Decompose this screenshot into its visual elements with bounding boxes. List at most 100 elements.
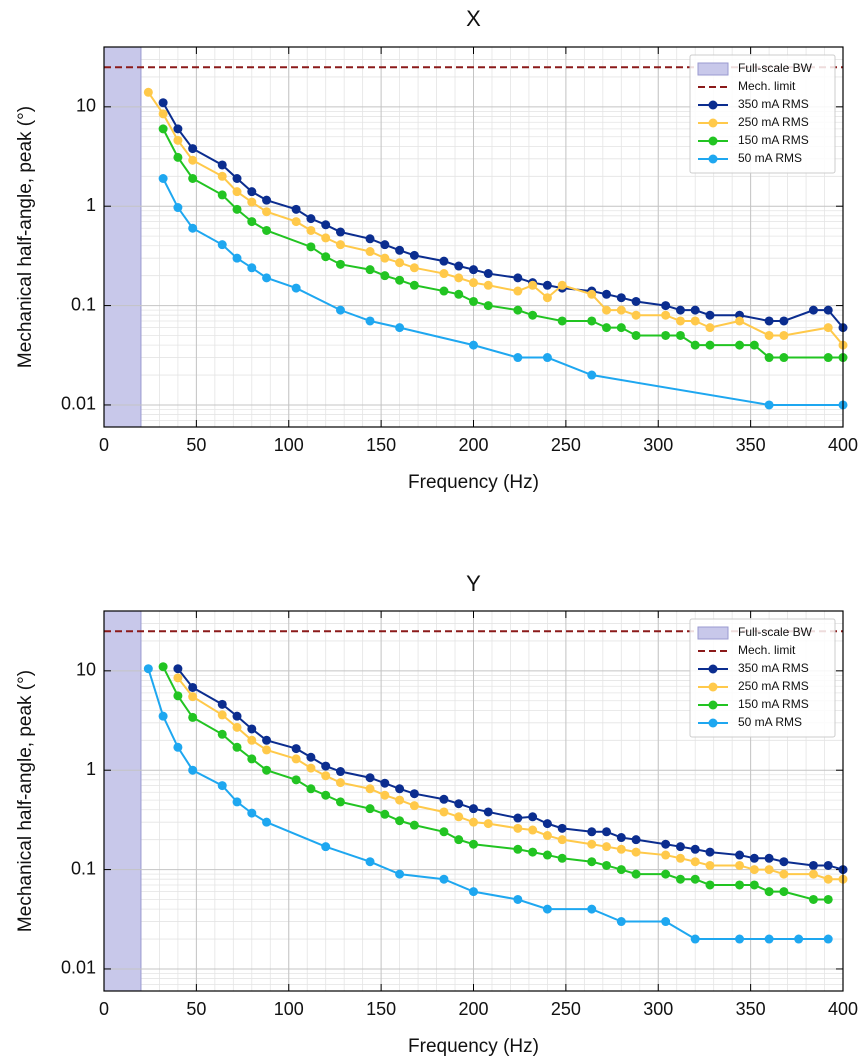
data-point <box>483 269 493 279</box>
data-point <box>602 860 612 870</box>
legend-label: 250 mA RMS <box>738 115 809 129</box>
data-point <box>616 844 626 854</box>
data-point <box>587 827 597 837</box>
x-tick-label: 0 <box>99 435 109 455</box>
data-point <box>217 240 227 250</box>
data-point <box>188 144 198 154</box>
x-tick-label: 50 <box>186 999 206 1019</box>
data-point <box>188 223 198 233</box>
plot-frame <box>103 46 844 428</box>
data-point <box>439 807 449 817</box>
data-point <box>306 225 316 235</box>
data-point <box>335 227 345 237</box>
data-point <box>306 784 316 794</box>
data-point <box>335 305 345 315</box>
data-point <box>528 825 538 835</box>
legend-swatch <box>697 626 729 640</box>
data-point <box>528 812 538 822</box>
data-point <box>616 917 626 927</box>
data-point <box>808 894 818 904</box>
data-point <box>454 261 464 271</box>
data-point <box>675 853 685 863</box>
data-point <box>631 835 641 845</box>
data-point <box>454 273 464 283</box>
x-tick-label: 300 <box>643 435 673 455</box>
data-point <box>365 857 375 867</box>
data-point <box>542 850 552 860</box>
data-point <box>542 831 552 841</box>
data-point <box>764 316 774 326</box>
data-point <box>158 662 168 672</box>
data-point <box>749 340 759 350</box>
data-point <box>262 225 272 235</box>
data-point <box>823 894 833 904</box>
data-point <box>158 109 168 119</box>
data-point <box>188 692 198 702</box>
y-tick-label: 0.1 <box>71 294 96 314</box>
data-point <box>321 771 331 781</box>
data-point <box>158 98 168 108</box>
x-tick-label: 250 <box>551 435 581 455</box>
data-point <box>587 839 597 849</box>
y-tick-label: 1 <box>86 195 96 215</box>
legend-label: 350 mA RMS <box>738 97 809 111</box>
data-point <box>395 258 405 268</box>
data-point <box>262 195 272 205</box>
data-point <box>690 874 700 884</box>
data-point <box>705 847 715 857</box>
legend-label: Full-scale BW <box>738 61 813 75</box>
data-point <box>661 869 671 879</box>
data-point <box>528 847 538 857</box>
data-point <box>513 813 523 823</box>
data-point <box>365 316 375 326</box>
legend-swatch <box>708 118 718 128</box>
data-point <box>661 301 671 311</box>
y-axis-label: Mechanical half-angle, peak (°) <box>15 106 36 368</box>
data-point <box>335 767 345 777</box>
data-point <box>616 305 626 315</box>
data-point <box>764 887 774 897</box>
data-point <box>779 857 789 867</box>
legend-swatch <box>697 62 729 76</box>
data-point <box>409 789 419 799</box>
data-point <box>262 817 272 827</box>
data-point <box>823 323 833 333</box>
legend-label: 350 mA RMS <box>738 661 809 675</box>
data-point <box>808 305 818 315</box>
legend-swatch <box>708 100 718 110</box>
data-point <box>823 860 833 870</box>
data-point <box>173 203 183 213</box>
x-tick-label: 200 <box>458 999 488 1019</box>
data-point <box>409 280 419 290</box>
data-point <box>690 934 700 944</box>
data-point <box>823 874 833 884</box>
data-point <box>439 269 449 279</box>
data-point <box>409 263 419 273</box>
data-point <box>454 289 464 299</box>
data-point <box>188 712 198 722</box>
data-point <box>690 844 700 854</box>
legend-label: 50 mA RMS <box>738 715 802 729</box>
data-point <box>439 794 449 804</box>
data-point <box>602 289 612 299</box>
data-point <box>631 330 641 340</box>
data-point <box>321 220 331 230</box>
data-point <box>602 842 612 852</box>
data-point <box>764 330 774 340</box>
data-point <box>291 283 301 293</box>
data-point <box>808 860 818 870</box>
data-point <box>764 865 774 875</box>
data-point <box>483 280 493 290</box>
data-point <box>587 316 597 326</box>
data-point <box>291 204 301 214</box>
data-point <box>735 340 745 350</box>
data-point <box>173 152 183 162</box>
data-point <box>587 857 597 867</box>
data-point <box>808 869 818 879</box>
data-point <box>587 370 597 380</box>
data-point <box>735 850 745 860</box>
data-point <box>365 234 375 244</box>
data-point <box>557 835 567 845</box>
data-point <box>661 310 671 320</box>
data-point <box>675 842 685 852</box>
